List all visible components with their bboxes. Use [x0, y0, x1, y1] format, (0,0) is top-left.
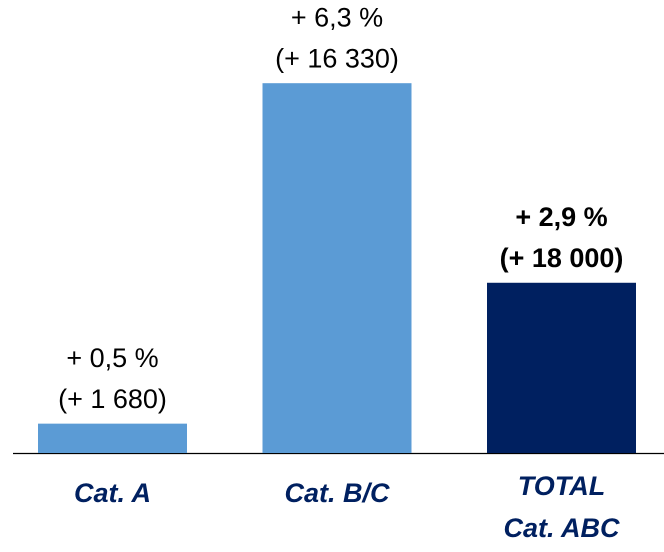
value-label: + 0,5 %: [66, 343, 158, 373]
x-tick-label-line: Cat. B/C: [284, 478, 390, 508]
x-tick-label-line: Cat. ABC: [503, 513, 620, 543]
x-tick-label-line: TOTAL: [518, 471, 606, 501]
value-label: + 6,3 %: [291, 2, 383, 32]
absolute-label: (+ 16 330): [275, 43, 399, 73]
bar: [262, 83, 412, 453]
x-tick-label-line: Cat. A: [74, 478, 151, 508]
x-tick-label: Cat. A: [74, 478, 151, 508]
bar: [38, 423, 187, 453]
absolute-label: (+ 1 680): [58, 384, 167, 414]
absolute-label: (+ 18 000): [500, 243, 624, 273]
value-label: + 2,9 %: [515, 202, 607, 232]
x-tick-label: TOTAL Cat. ABC: [503, 471, 620, 543]
bar: [487, 282, 636, 453]
x-tick-label: Cat. B/C: [284, 478, 390, 508]
